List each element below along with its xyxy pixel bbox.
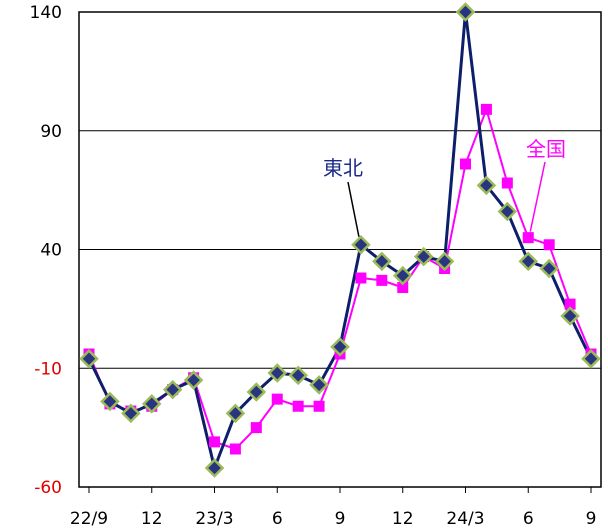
tohoku-leader-line [347,181,360,237]
y-tick-label: 40 [40,241,62,261]
data-point-tohoku [372,251,392,272]
data-point-zenkoku [460,158,471,170]
data-point-tohoku [413,246,434,267]
data-point-zenkoku [292,400,304,412]
x-tick-label: 12 [141,509,163,529]
x-tick-label: 22/9 [70,509,108,529]
data-point-tohoku [581,348,601,369]
data-point-tohoku [309,375,329,395]
data-point-zenkoku [480,103,492,115]
x-axis-tick-labels: 22/9 12 23/3 6 9 12 24/3 6 9 [70,487,597,529]
data-point-tohoku [539,258,559,279]
series-label-tohoku: 東北 [323,156,363,180]
x-tick-label: 24/3 [446,509,484,529]
data-point-zenkoku [501,177,513,189]
data-point-tohoku [288,365,308,386]
data-point-zenkoku [564,298,576,310]
data-point-zenkoku [313,400,325,412]
y-axis-tick-labels: 140 90 40 -10 -60 [30,3,62,498]
data-point-tohoku [162,379,183,400]
data-point-tohoku [476,175,497,196]
data-point-tohoku [560,306,580,326]
data-point-zenkoku [229,443,241,455]
y-tick-label: -10 [34,359,62,379]
x-tick-label: 23/3 [195,509,233,529]
data-point-zenkoku [250,422,262,434]
y-tick-label: -60 [34,478,62,498]
x-tick-label: 9 [586,509,597,529]
data-point-tohoku [121,403,141,424]
data-point-tohoku [455,2,476,22]
y-tick-label: 140 [30,3,62,23]
data-point-tohoku [434,251,455,272]
gridlines [78,11,602,488]
data-point-tohoku [141,394,162,414]
data-point-zenkoku [522,232,534,244]
x-tick-label: 6 [523,509,534,529]
data-point-zenkoku [397,282,409,293]
data-point-zenkoku [543,239,555,251]
data-point-tohoku [392,265,413,286]
x-tick-label: 9 [335,509,346,529]
data-point-tohoku [330,337,350,357]
data-point-zenkoku [209,436,220,448]
data-point-tohoku [183,370,204,390]
x-tick-label: 6 [272,509,283,529]
data-point-tohoku [267,363,288,383]
data-point-tohoku [497,201,518,222]
zenkoku-leader-line [529,161,546,232]
data-point-zenkoku [271,393,283,405]
data-point-tohoku [100,391,120,412]
data-point-tohoku [518,251,539,272]
data-point-zenkoku [376,274,388,286]
y-tick-label: 90 [40,122,62,142]
data-point-tohoku [225,403,246,424]
data-point-tohoku [204,458,225,478]
series-label-zenkoku: 全国 [526,137,566,161]
data-point-tohoku [246,382,267,402]
x-tick-label: 12 [392,509,414,529]
data-point-tohoku [79,348,99,369]
annotations: 東北 全国 [323,137,566,237]
data-point-tohoku [351,234,371,255]
series-markers [79,2,601,478]
data-point-zenkoku [355,272,367,284]
